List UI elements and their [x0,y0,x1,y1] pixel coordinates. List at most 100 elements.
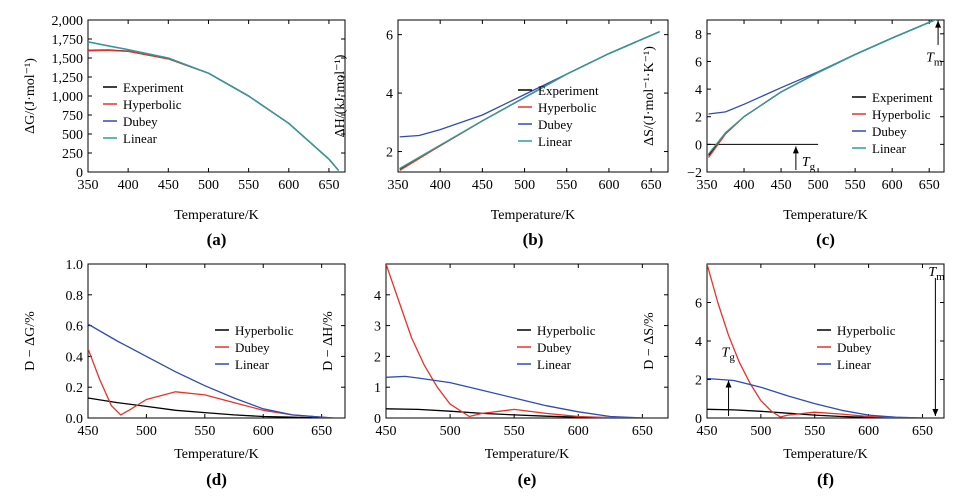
legend-entry-hyperbolic: Hyperbolic [872,107,931,122]
x-tick-label: 500 [136,424,157,439]
series-line-linear [386,375,643,418]
legend-entry-hyperbolic: Hyperbolic [235,323,294,338]
y-tick-label: 6 [386,29,393,44]
x-tick-label: 450 [771,178,792,193]
x-tick-label: 650 [318,178,339,193]
y-tick-label: 0.6 [66,320,84,335]
x-tick-label: 600 [568,424,589,439]
y-tick-label: 1,250 [52,71,84,86]
x-tick-label: 650 [632,424,653,439]
x-axis-label: Temperature/K [491,208,576,223]
series-group [88,41,340,171]
y-tick-label: 1.0 [66,258,84,273]
y-tick-label: 6 [695,297,702,312]
series-line-linear [88,323,334,418]
y-tick-label: 2,000 [52,14,84,29]
series-line-experiment [399,31,660,170]
plot-frame [385,263,669,419]
panel-label: (f) [817,470,834,489]
y-axis-label: ΔS/(J·mol⁻¹·K⁻¹) [642,46,657,146]
panel-label: (e) [518,470,537,489]
series-line-dubey [88,348,334,418]
x-tick-label: 550 [556,178,577,193]
y-axis-label: ΔG/(J·mol⁻¹) [23,58,38,134]
x-tick-label: 650 [912,424,933,439]
y-tick-label: 1,000 [52,90,84,105]
legend-entry-experiment: Experiment [538,83,599,98]
plot-frame [706,263,945,419]
legend-entry-experiment: Experiment [872,90,933,105]
annotation-label-tm: Tm [926,50,943,68]
legend-entry-linear: Linear [235,357,270,372]
plot-frame [706,19,945,173]
y-tick-label: 1 [374,381,381,396]
legend-entry-hyperbolic: Hyperbolic [837,323,896,338]
y-tick-label: 0 [695,138,702,153]
y-tick-label: 0.2 [66,381,84,396]
y-tick-label: 500 [62,128,83,143]
x-axis-label: Temperature/K [783,447,868,462]
x-tick-label: 600 [278,178,299,193]
x-tick-label: 550 [238,178,259,193]
x-tick-label: 600 [253,424,274,439]
y-tick-label: 1,750 [52,33,84,48]
x-axis-label: Temperature/K [485,447,570,462]
panel-label: (b) [523,230,544,249]
series-group [707,264,923,418]
legend-entry-linear: Linear [123,131,158,146]
series-line-linear [88,41,340,171]
annotation-label-tm: Tm [928,265,945,283]
y-tick-label: 4 [374,289,381,304]
legend-entry-dubey: Dubey [235,340,270,355]
series-group [386,264,643,418]
annotation-arrowhead-tg [792,146,799,154]
y-tick-label: 3 [374,320,381,335]
legend-entry-dubey: Dubey [837,340,872,355]
x-tick-label: 500 [198,178,219,193]
panel-e: 450 500 550 600 650 0 1 2 3 4 Hyperbolic Dubey Linea… [321,263,669,489]
x-tick-label: 450 [158,178,179,193]
y-tick-label: 0.8 [66,289,84,304]
x-tick-label: 600 [598,178,619,193]
x-tick-label: 650 [919,178,940,193]
y-tick-label: 0 [695,412,702,427]
x-tick-label: 400 [430,178,451,193]
series-line-dubey [386,264,643,418]
x-tick-label: 450 [78,424,99,439]
y-axis-label: ΔH/(kJ·mol⁻¹) [333,54,348,137]
panel-b: 350 400 450 500 550 600 650 2 4 6 Experiment Hyperb… [333,19,669,249]
x-tick-label: 500 [750,424,771,439]
x-tick-label: 350 [697,178,718,193]
x-tick-label: 400 [118,178,139,193]
panel-label: (a) [207,230,227,249]
x-tick-label: 450 [472,178,493,193]
x-tick-label: 550 [194,424,215,439]
series-line-linear [707,377,923,418]
series-line-linear [707,20,937,155]
y-tick-label: 2 [695,111,702,126]
y-axis-label: D − ΔS/% [642,312,657,370]
y-tick-label: 250 [62,147,83,162]
legend-entry-dubey: Dubey [537,340,572,355]
legend-entry-linear: Linear [537,357,572,372]
annotation-arrowhead-tm [935,20,942,28]
y-tick-label: 0 [374,412,381,427]
series-line-dubey [707,264,923,418]
x-tick-label: 550 [845,178,866,193]
series-line-linear [399,31,660,170]
x-tick-label: 350 [78,178,99,193]
x-tick-label: 650 [641,178,662,193]
annotation-arrowhead-tm [932,409,939,416]
y-tick-label: 6 [695,55,702,70]
annotation-arrowhead-tg [725,380,732,388]
legend-entry-experiment: Experiment [123,80,184,95]
series-group [399,31,660,172]
x-axis-label: Temperature/K [174,447,259,462]
y-tick-label: 750 [62,109,83,124]
legend-entry-hyperbolic: Hyperbolic [538,100,597,115]
y-tick-label: 0 [76,166,83,181]
legend-entry-hyperbolic: Hyperbolic [123,97,182,112]
y-tick-label: 2 [374,350,381,365]
x-tick-label: 450 [697,424,718,439]
